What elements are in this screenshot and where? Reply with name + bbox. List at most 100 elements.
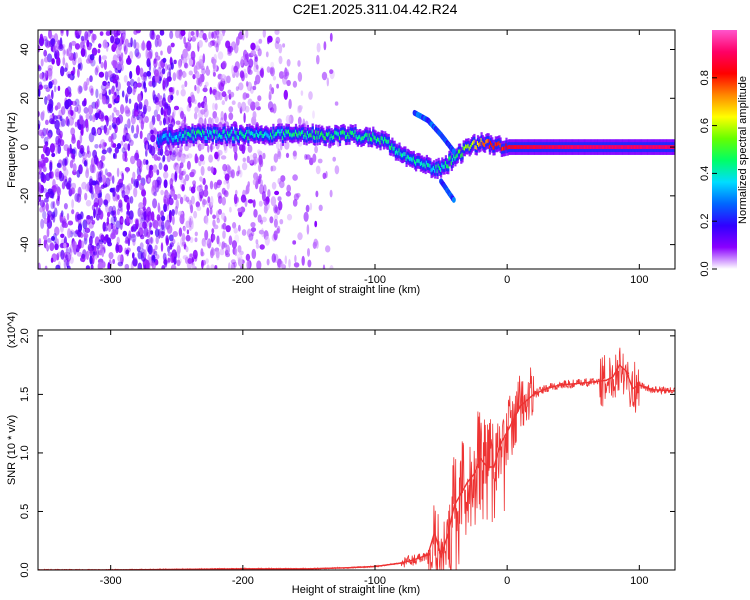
noise-speckle bbox=[69, 248, 73, 258]
signal-core bbox=[493, 145, 496, 150]
signal-core bbox=[548, 145, 551, 149]
noise-speckle bbox=[126, 216, 129, 226]
signal-core bbox=[463, 146, 466, 151]
noise-speckle bbox=[237, 101, 242, 109]
snr-data-point bbox=[618, 364, 621, 366]
noise-speckle bbox=[48, 103, 54, 114]
noise-speckle bbox=[288, 98, 292, 110]
noise-speckle bbox=[292, 199, 298, 207]
signal-core bbox=[243, 134, 246, 139]
noise-speckle bbox=[115, 184, 120, 193]
noise-speckle bbox=[45, 119, 49, 126]
noise-speckle bbox=[60, 233, 65, 238]
snr-data-point bbox=[473, 473, 475, 475]
snr-data-point bbox=[612, 376, 614, 378]
noise-speckle bbox=[159, 230, 165, 239]
signal-core bbox=[550, 145, 553, 149]
signal-core bbox=[375, 138, 378, 143]
noise-speckle bbox=[222, 222, 227, 230]
noise-speckle bbox=[208, 41, 213, 48]
noise-speckle bbox=[83, 81, 88, 92]
signal-core bbox=[296, 132, 299, 137]
noise-speckle bbox=[70, 40, 77, 46]
signal-core bbox=[284, 133, 287, 138]
noise-speckle bbox=[74, 193, 78, 202]
noise-speckle bbox=[150, 31, 156, 40]
noise-speckle bbox=[92, 33, 97, 41]
noise-speckle bbox=[78, 239, 82, 249]
noise-speckle bbox=[57, 144, 62, 154]
signal-core bbox=[230, 129, 233, 134]
noise-speckle bbox=[90, 190, 95, 200]
noise-speckle bbox=[233, 43, 239, 54]
signal-core bbox=[340, 130, 343, 135]
noise-speckle bbox=[69, 143, 72, 154]
noise-speckle bbox=[77, 85, 83, 95]
x-tick-label: -200 bbox=[232, 575, 254, 587]
signal-core bbox=[249, 131, 252, 136]
signal-core bbox=[600, 145, 603, 149]
signal-core bbox=[181, 133, 185, 138]
spectrogram-frame bbox=[37, 29, 676, 270]
noise-speckle bbox=[199, 176, 203, 182]
noise-speckle bbox=[113, 152, 116, 159]
noise-speckle bbox=[215, 30, 220, 36]
noise-speckle bbox=[334, 101, 339, 106]
signal-core bbox=[322, 133, 325, 138]
signal-core bbox=[308, 134, 311, 138]
noise-speckle bbox=[159, 120, 163, 126]
noise-speckle bbox=[234, 247, 238, 257]
signal-core bbox=[536, 145, 539, 149]
signal-core bbox=[660, 145, 663, 149]
signal-core bbox=[373, 135, 376, 140]
noise-speckle bbox=[163, 107, 168, 118]
noise-speckle bbox=[246, 155, 250, 164]
noise-speckle bbox=[89, 30, 93, 34]
x-tick-label: 0 bbox=[504, 274, 510, 286]
snr-data-point bbox=[433, 531, 436, 534]
noise-speckle bbox=[145, 259, 150, 269]
noise-speckle bbox=[294, 254, 297, 263]
signal-core bbox=[503, 146, 506, 151]
noise-speckle bbox=[123, 127, 127, 137]
signal-core bbox=[164, 133, 167, 138]
signal-core bbox=[435, 164, 438, 169]
noise-speckle bbox=[117, 254, 123, 263]
noise-speckle bbox=[85, 215, 92, 225]
noise-speckle bbox=[54, 50, 58, 60]
noise-speckle bbox=[114, 147, 120, 154]
noise-speckle bbox=[118, 182, 124, 188]
noise-speckle bbox=[273, 230, 278, 241]
noise-speckle bbox=[78, 186, 82, 198]
noise-speckle bbox=[71, 133, 76, 141]
noise-speckle bbox=[45, 243, 49, 251]
noise-speckle bbox=[44, 70, 48, 79]
noise-speckle bbox=[323, 41, 327, 51]
noise-speckle bbox=[107, 211, 111, 218]
noise-speckle bbox=[275, 36, 281, 44]
y-tick-label: 40 bbox=[19, 43, 31, 55]
signal-core bbox=[542, 145, 545, 149]
noise-speckle bbox=[137, 174, 142, 181]
noise-speckle bbox=[46, 238, 52, 243]
noise-speckle bbox=[175, 164, 180, 174]
noise-speckle bbox=[183, 72, 187, 78]
noise-speckle bbox=[309, 202, 313, 211]
noise-speckle bbox=[284, 141, 290, 150]
noise-speckle bbox=[85, 250, 89, 260]
noise-speckle bbox=[73, 52, 77, 60]
signal-core bbox=[216, 130, 219, 135]
noise-speckle bbox=[94, 184, 100, 195]
signal-core bbox=[309, 133, 312, 137]
signal-core bbox=[209, 130, 212, 134]
noise-speckle bbox=[66, 98, 72, 107]
signal-core bbox=[305, 135, 308, 140]
noise-speckle bbox=[150, 129, 154, 135]
noise-speckle bbox=[104, 127, 110, 136]
noise-speckle bbox=[239, 70, 245, 79]
noise-speckle bbox=[66, 48, 69, 57]
signal-core bbox=[318, 135, 321, 140]
noise-speckle bbox=[194, 84, 197, 92]
noise-speckle bbox=[272, 75, 276, 81]
noise-speckle bbox=[224, 173, 230, 181]
